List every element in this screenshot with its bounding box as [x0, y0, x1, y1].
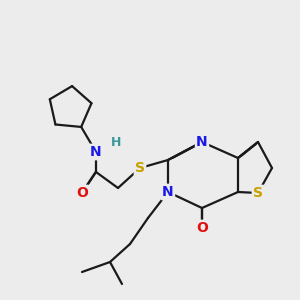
Text: S: S [253, 186, 263, 200]
Text: H: H [111, 136, 121, 149]
Text: N: N [196, 135, 208, 149]
Text: N: N [90, 145, 102, 159]
Text: N: N [162, 185, 174, 199]
Text: O: O [196, 221, 208, 235]
Text: S: S [135, 161, 145, 175]
Text: O: O [76, 186, 88, 200]
